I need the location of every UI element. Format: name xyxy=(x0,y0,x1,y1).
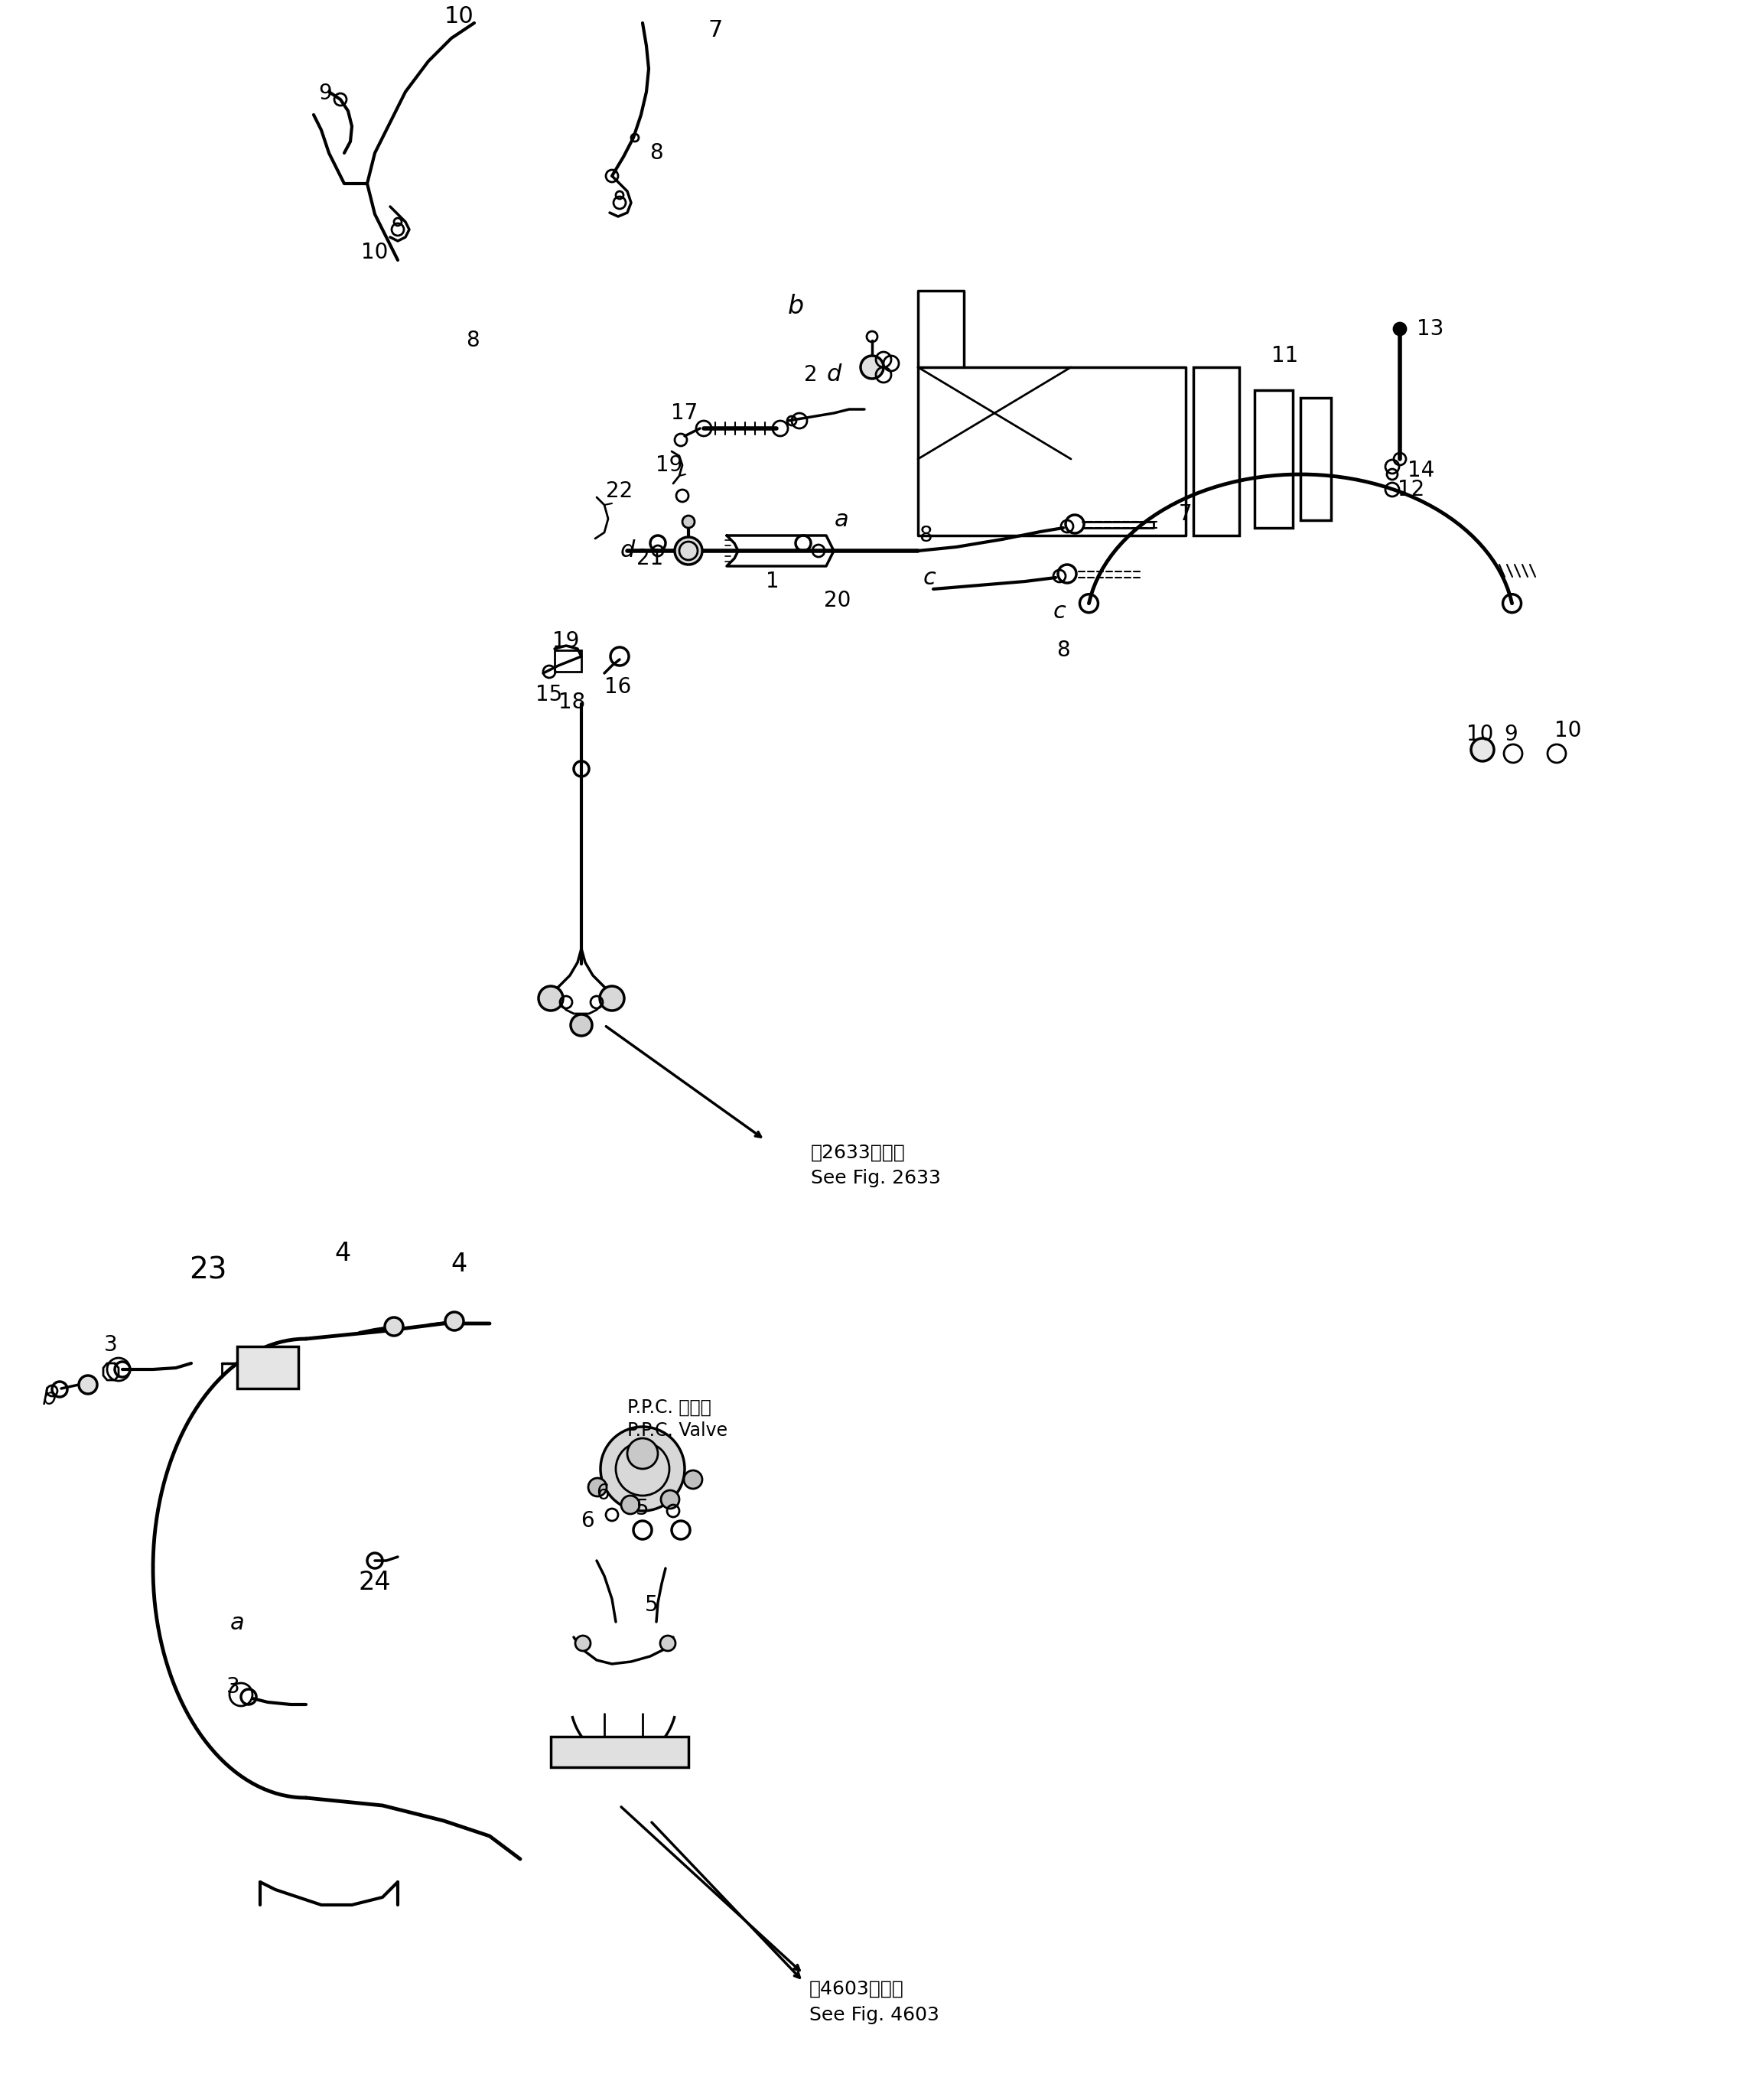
Text: 3: 3 xyxy=(104,1334,118,1357)
Text: 18: 18 xyxy=(558,691,586,714)
Text: 13: 13 xyxy=(1416,319,1444,340)
Text: a: a xyxy=(229,1613,245,1634)
Text: b: b xyxy=(787,294,803,319)
Text: 12: 12 xyxy=(1397,479,1425,500)
Text: 7: 7 xyxy=(1178,504,1192,525)
Ellipse shape xyxy=(627,1438,659,1468)
Ellipse shape xyxy=(600,987,624,1010)
Ellipse shape xyxy=(570,1014,593,1035)
Ellipse shape xyxy=(860,355,883,378)
Ellipse shape xyxy=(539,987,563,1010)
Text: See Fig. 2633: See Fig. 2633 xyxy=(812,1170,940,1186)
Text: 6: 6 xyxy=(596,1483,610,1504)
Text: 3: 3 xyxy=(226,1676,240,1697)
Text: 第4603図参照: 第4603図参照 xyxy=(810,1980,904,1999)
Text: 24: 24 xyxy=(358,1569,391,1594)
Bar xyxy=(551,1737,688,1768)
Text: 4: 4 xyxy=(335,1241,351,1266)
Ellipse shape xyxy=(575,1636,591,1651)
Text: d: d xyxy=(620,540,634,563)
Text: 15: 15 xyxy=(535,685,563,706)
Text: 10: 10 xyxy=(362,242,388,262)
Text: 4: 4 xyxy=(450,1252,468,1277)
Ellipse shape xyxy=(384,1317,403,1336)
Text: P.P.C. Valve: P.P.C. Valve xyxy=(627,1422,728,1441)
Text: a: a xyxy=(834,508,848,531)
Text: 22: 22 xyxy=(607,481,633,502)
Bar xyxy=(1300,397,1331,521)
Text: 19: 19 xyxy=(655,454,683,477)
Text: 16: 16 xyxy=(605,676,631,697)
Text: c: c xyxy=(1053,601,1065,624)
Text: 21: 21 xyxy=(636,548,664,569)
Text: 7: 7 xyxy=(707,19,723,42)
Ellipse shape xyxy=(587,1478,607,1497)
Ellipse shape xyxy=(445,1312,464,1331)
Text: 14: 14 xyxy=(1408,460,1436,481)
Text: 8: 8 xyxy=(466,330,480,351)
Ellipse shape xyxy=(1394,323,1406,336)
Text: 10: 10 xyxy=(1467,724,1493,746)
Text: b: b xyxy=(42,1388,57,1409)
Text: 10: 10 xyxy=(445,6,474,27)
Ellipse shape xyxy=(683,1470,702,1489)
Text: 第2633図参照: 第2633図参照 xyxy=(812,1144,905,1161)
Text: 11: 11 xyxy=(1272,344,1298,365)
Ellipse shape xyxy=(601,1426,685,1510)
Text: P.P.C. バルブ: P.P.C. バルブ xyxy=(627,1399,711,1418)
Text: 8: 8 xyxy=(1057,640,1071,662)
Ellipse shape xyxy=(1470,739,1495,760)
Text: 23: 23 xyxy=(189,1256,228,1285)
Ellipse shape xyxy=(620,1495,640,1514)
Text: 5: 5 xyxy=(636,1497,650,1518)
Text: 2: 2 xyxy=(805,363,817,386)
Text: 10: 10 xyxy=(1556,720,1582,741)
Ellipse shape xyxy=(674,538,702,565)
Text: 9: 9 xyxy=(318,82,332,105)
Bar xyxy=(1194,367,1239,536)
Ellipse shape xyxy=(660,1491,680,1508)
Text: c: c xyxy=(923,567,935,588)
Text: See Fig. 4603: See Fig. 4603 xyxy=(810,2005,939,2024)
Bar xyxy=(236,1346,299,1388)
Bar xyxy=(554,651,582,672)
Text: 8: 8 xyxy=(919,525,932,546)
Text: 17: 17 xyxy=(671,403,699,424)
Ellipse shape xyxy=(660,1636,676,1651)
Ellipse shape xyxy=(78,1376,97,1394)
Text: 20: 20 xyxy=(824,590,852,611)
Bar xyxy=(1255,391,1293,527)
Ellipse shape xyxy=(683,517,695,527)
Text: 8: 8 xyxy=(650,143,664,164)
Text: 6: 6 xyxy=(580,1510,594,1531)
Text: 5: 5 xyxy=(645,1594,659,1615)
Text: d: d xyxy=(826,363,841,386)
Text: 19: 19 xyxy=(553,630,579,651)
Text: 9: 9 xyxy=(1503,724,1517,746)
Text: 1: 1 xyxy=(766,571,779,592)
